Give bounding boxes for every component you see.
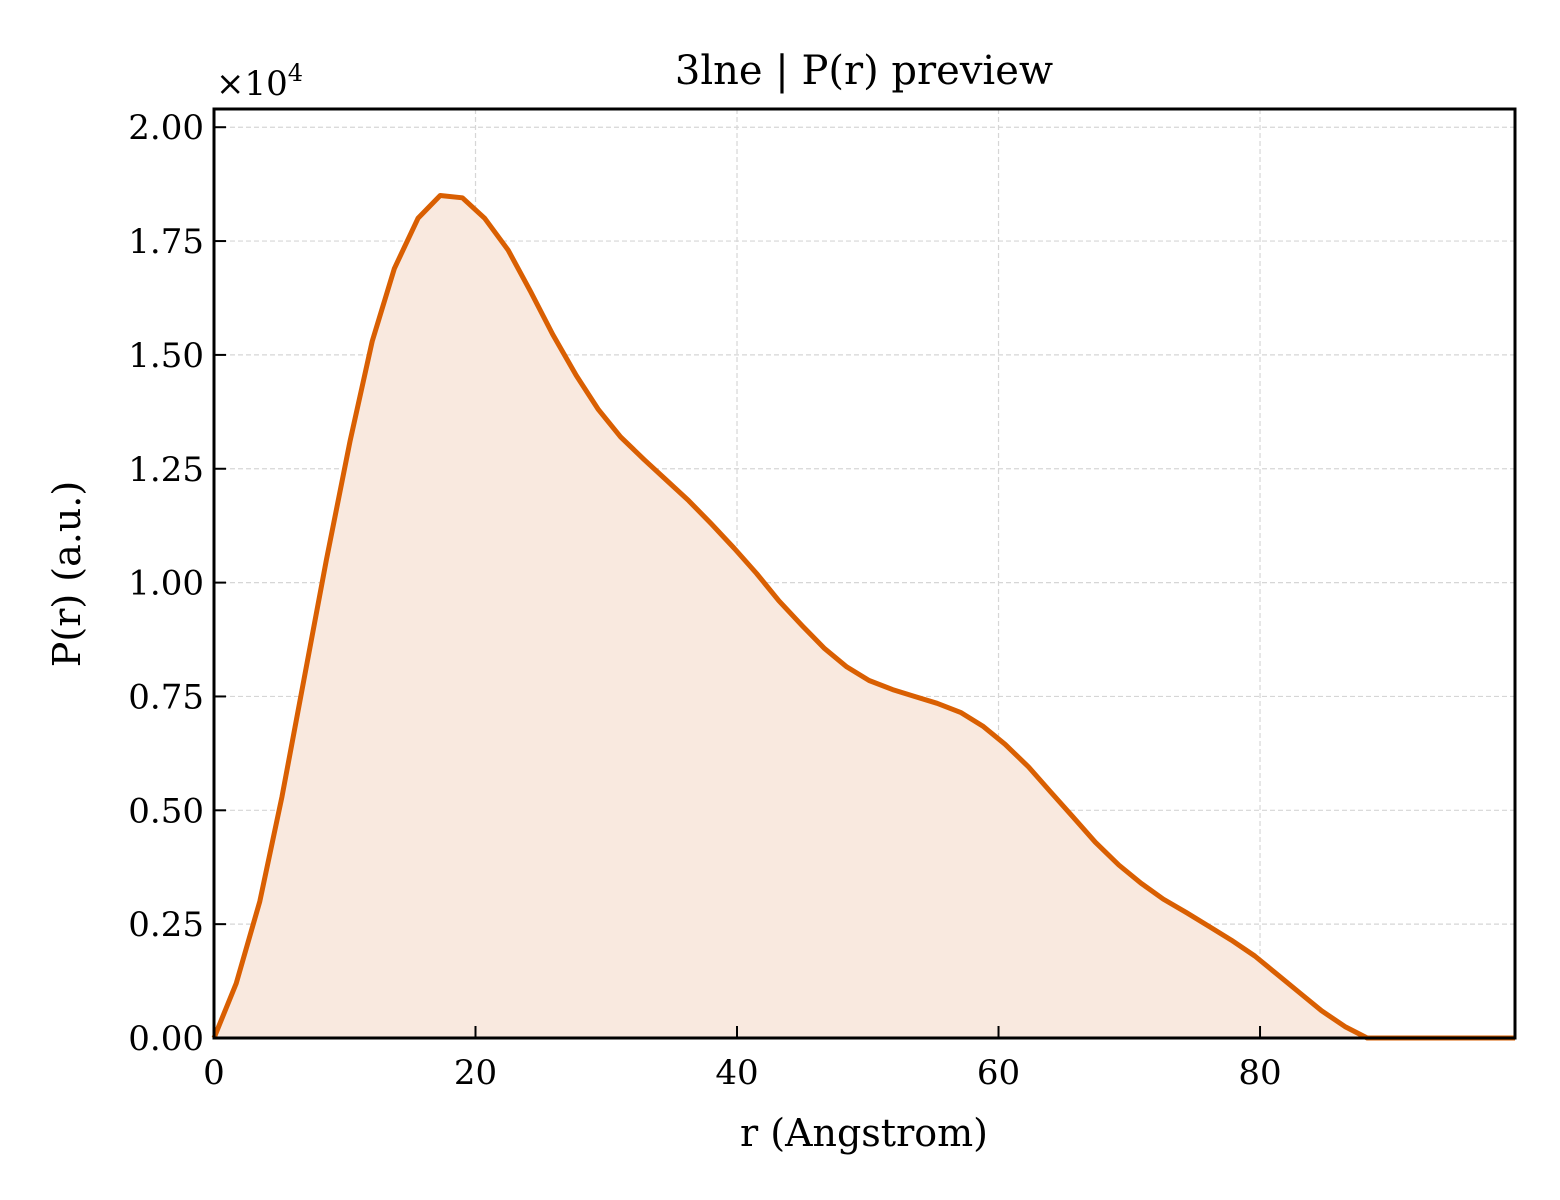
chart-title: 3lne | P(r) preview [675, 48, 1053, 94]
y-offset-label: ×104 [216, 59, 303, 104]
y-tick-label: 2.00 [128, 108, 204, 148]
y-tick-label: 1.75 [128, 222, 204, 262]
x-tick-label: 20 [454, 1053, 497, 1093]
y-offset-exponent: 4 [288, 59, 303, 87]
y-tick-label: 1.50 [128, 336, 204, 376]
y-tick-label: 0.50 [128, 791, 204, 831]
pr-area-fill [214, 195, 1515, 1038]
plot-area [211, 193, 1515, 1041]
y-axis-label: P(r) (a.u.) [45, 481, 89, 667]
y-offset-base: ×10 [216, 64, 288, 104]
plot-frame [212, 107, 1517, 1040]
pr-curve-line [211, 193, 1515, 1041]
y-tick-label: 1.25 [128, 450, 204, 490]
y-tick-label: 0.25 [128, 905, 204, 945]
y-tick-label: 1.00 [128, 564, 204, 604]
x-tick-label: 40 [715, 1053, 758, 1093]
x-axis-label: r (Angstrom) [740, 1111, 988, 1155]
y-tick-label: 0.00 [128, 1019, 204, 1059]
x-tick-label: 60 [977, 1053, 1020, 1093]
y-tick-label: 0.75 [128, 677, 204, 717]
x-tick-label: 0 [203, 1053, 225, 1093]
x-tick-label: 80 [1238, 1053, 1281, 1093]
